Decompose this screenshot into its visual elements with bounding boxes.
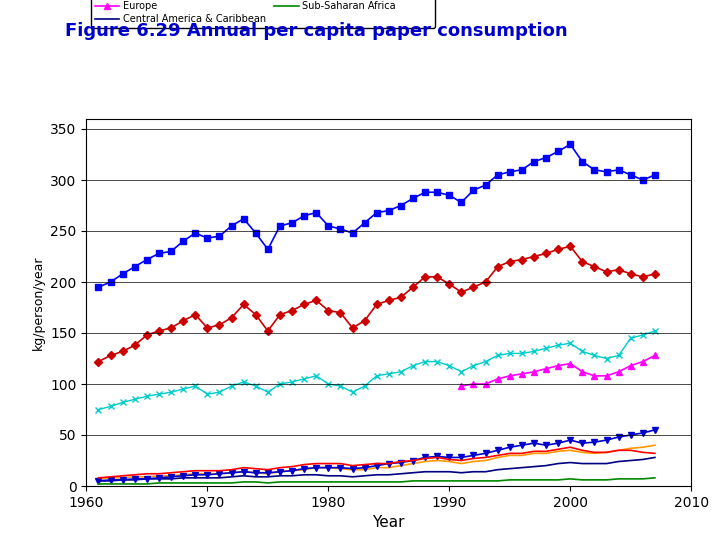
X-axis label: Year: Year	[372, 515, 405, 530]
Y-axis label: kg/person/year: kg/person/year	[32, 255, 45, 350]
Legend: USA, Canada, Oceania, Europe, Central America & Caribbean, South America, Asia, : USA, Canada, Oceania, Europe, Central Am…	[91, 0, 435, 28]
Text: Figure 6.29 Annual per capita paper consumption: Figure 6.29 Annual per capita paper cons…	[65, 22, 567, 39]
